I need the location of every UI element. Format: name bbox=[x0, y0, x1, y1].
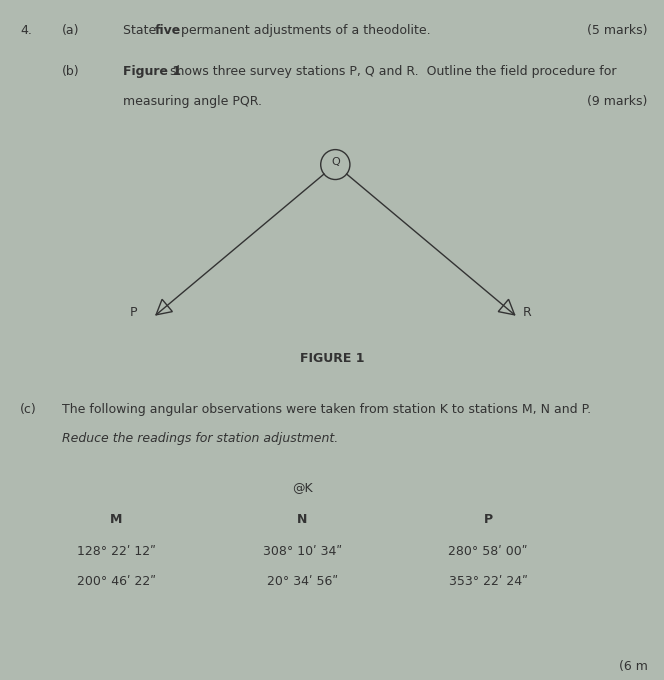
Text: @K: @K bbox=[291, 481, 313, 494]
Text: (9 marks): (9 marks) bbox=[587, 95, 647, 108]
Text: N: N bbox=[297, 513, 307, 526]
Text: permanent adjustments of a theodolite.: permanent adjustments of a theodolite. bbox=[177, 24, 430, 37]
Text: Figure 1: Figure 1 bbox=[123, 65, 181, 78]
Text: R: R bbox=[523, 305, 531, 319]
Text: State: State bbox=[123, 24, 160, 37]
Text: 280° 58ʹ 00ʺ: 280° 58ʹ 00ʺ bbox=[448, 545, 528, 558]
Text: Q: Q bbox=[331, 157, 340, 167]
Text: (5 marks): (5 marks) bbox=[587, 24, 647, 37]
Text: P: P bbox=[130, 305, 137, 319]
Text: FIGURE 1: FIGURE 1 bbox=[299, 352, 365, 365]
Text: The following angular observations were taken from station K to stations M, N an: The following angular observations were … bbox=[62, 403, 591, 416]
Text: P: P bbox=[483, 513, 493, 526]
Text: five: five bbox=[155, 24, 181, 37]
Text: shows three survey stations P, Q and R.  Outline the field procedure for: shows three survey stations P, Q and R. … bbox=[166, 65, 617, 78]
Text: 20° 34ʹ 56ʺ: 20° 34ʹ 56ʺ bbox=[266, 575, 338, 588]
Text: (c): (c) bbox=[20, 403, 37, 416]
Text: M: M bbox=[110, 513, 122, 526]
Text: (6 m: (6 m bbox=[619, 660, 647, 673]
Text: 200° 46ʹ 22ʺ: 200° 46ʹ 22ʺ bbox=[77, 575, 155, 588]
Text: (a): (a) bbox=[62, 24, 79, 37]
Text: (b): (b) bbox=[62, 65, 80, 78]
Text: Reduce the readings for station adjustment.: Reduce the readings for station adjustme… bbox=[62, 432, 338, 445]
Text: 353° 22ʹ 24ʺ: 353° 22ʹ 24ʺ bbox=[449, 575, 527, 588]
Text: 128° 22ʹ 12ʺ: 128° 22ʹ 12ʺ bbox=[77, 545, 155, 558]
Text: 308° 10ʹ 34ʺ: 308° 10ʹ 34ʺ bbox=[262, 545, 342, 558]
Text: measuring angle PQR.: measuring angle PQR. bbox=[123, 95, 262, 108]
Text: 4.: 4. bbox=[20, 24, 32, 37]
